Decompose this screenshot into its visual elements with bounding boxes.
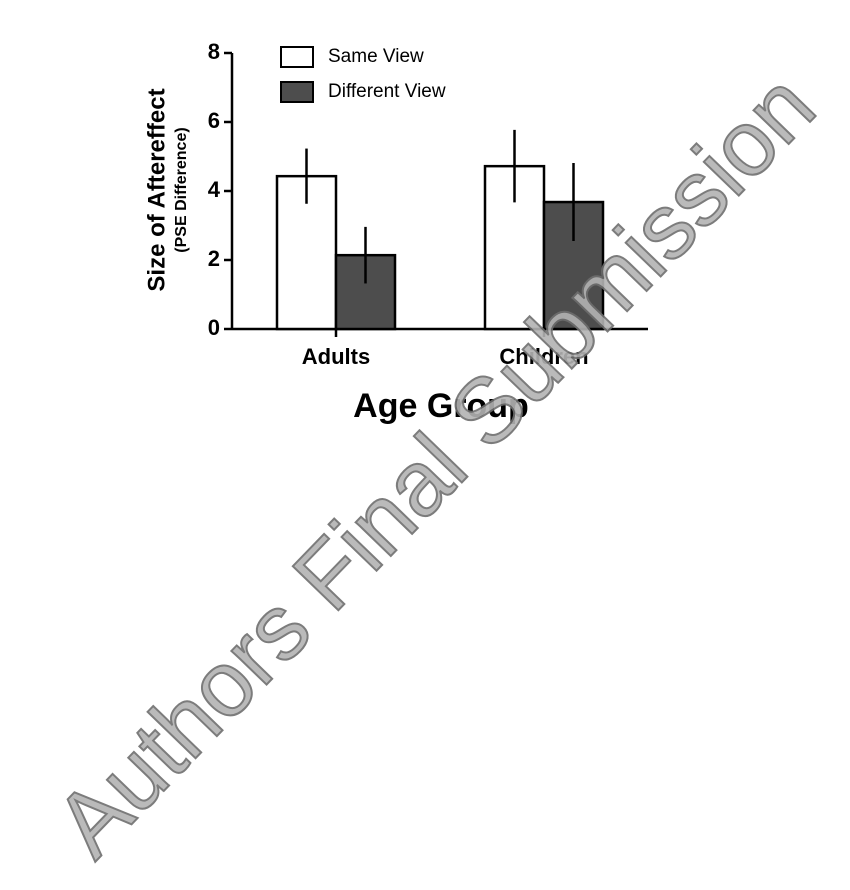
x-tick-label: Adults bbox=[302, 344, 370, 369]
x-tick-label: Children bbox=[499, 344, 588, 369]
y-tick-label: 2 bbox=[208, 246, 220, 271]
legend-label: Same View bbox=[328, 46, 424, 67]
y-tick-label: 0 bbox=[208, 315, 220, 340]
x-axis-title: Age Group bbox=[353, 387, 529, 425]
y-axis-subtitle: (PSE Difference) bbox=[173, 127, 190, 252]
y-axis-title-group: Size of Aftereffect (PSE Difference) bbox=[143, 88, 190, 291]
y-tick-label: 6 bbox=[208, 108, 220, 133]
y-tick-label: 4 bbox=[208, 177, 221, 202]
y-axis-title: Size of Aftereffect bbox=[143, 88, 170, 291]
y-tick-label: 8 bbox=[208, 39, 220, 64]
legend-swatch bbox=[280, 81, 314, 103]
legend-swatch bbox=[280, 46, 314, 68]
legend-label: Different View bbox=[328, 81, 446, 102]
